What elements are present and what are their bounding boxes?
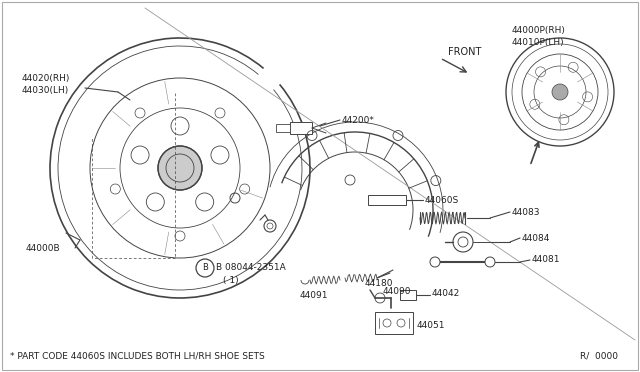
Text: 44090: 44090 bbox=[383, 288, 412, 296]
Text: 44030(LH): 44030(LH) bbox=[22, 86, 69, 94]
Text: 44042: 44042 bbox=[432, 289, 460, 298]
Text: 44000B: 44000B bbox=[26, 244, 61, 253]
Text: 44060S: 44060S bbox=[425, 196, 460, 205]
Text: 44081: 44081 bbox=[532, 256, 561, 264]
Text: B: B bbox=[202, 263, 208, 273]
Circle shape bbox=[552, 84, 568, 100]
Bar bbox=[375, 312, 413, 334]
Text: 44180: 44180 bbox=[365, 279, 394, 288]
Text: * PART CODE 44060S INCLUDES BOTH LH/RH SHOE SETS: * PART CODE 44060S INCLUDES BOTH LH/RH S… bbox=[10, 352, 265, 360]
Bar bbox=[276, 124, 290, 132]
Text: FRONT: FRONT bbox=[448, 47, 481, 57]
Text: R/  0000: R/ 0000 bbox=[580, 352, 618, 360]
Bar bbox=[290, 122, 312, 134]
Text: 44010P(LH): 44010P(LH) bbox=[512, 38, 564, 46]
Text: 44084: 44084 bbox=[522, 234, 550, 243]
Circle shape bbox=[158, 146, 202, 190]
Text: B 08044-2351A: B 08044-2351A bbox=[216, 263, 285, 273]
Bar bbox=[368, 195, 406, 205]
Text: 44091: 44091 bbox=[300, 291, 328, 299]
Text: 44020(RH): 44020(RH) bbox=[22, 74, 70, 83]
Circle shape bbox=[485, 257, 495, 267]
Circle shape bbox=[430, 257, 440, 267]
Text: ( 1): ( 1) bbox=[223, 276, 239, 285]
Bar bbox=[400, 290, 416, 300]
Text: 44000P(RH): 44000P(RH) bbox=[512, 26, 566, 35]
Text: 44200*: 44200* bbox=[342, 115, 375, 125]
Text: 44083: 44083 bbox=[512, 208, 541, 217]
Text: 44051: 44051 bbox=[417, 321, 445, 330]
